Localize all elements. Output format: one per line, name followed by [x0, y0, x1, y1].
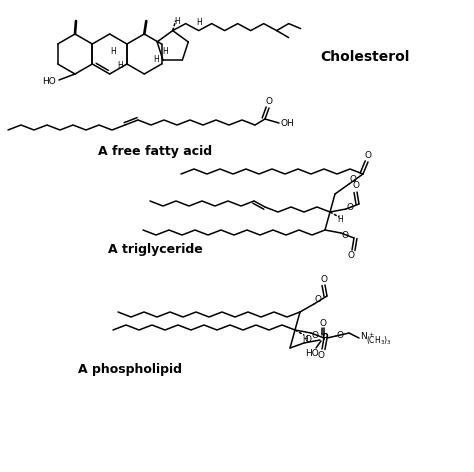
- Text: OH: OH: [280, 118, 294, 127]
- Text: Cholesterol: Cholesterol: [320, 50, 410, 64]
- Text: H: H: [174, 17, 180, 26]
- Text: O: O: [353, 182, 359, 191]
- Text: H: H: [337, 216, 343, 225]
- Text: O: O: [311, 331, 319, 340]
- Text: (CH$_3$)$_3$: (CH$_3$)$_3$: [366, 335, 392, 347]
- Text: A free fatty acid: A free fatty acid: [98, 145, 212, 159]
- Text: H: H: [196, 18, 201, 27]
- Text: O: O: [320, 275, 328, 284]
- Text: HO: HO: [42, 76, 56, 85]
- Text: O: O: [337, 330, 344, 339]
- Text: P: P: [321, 334, 328, 343]
- Text: N$^+$: N$^+$: [360, 330, 374, 342]
- Text: O: O: [365, 152, 372, 160]
- Text: O: O: [265, 98, 273, 107]
- Text: O: O: [346, 202, 354, 211]
- Text: HO: HO: [305, 349, 319, 359]
- Text: H: H: [302, 335, 308, 344]
- Text: O: O: [318, 351, 325, 360]
- Text: O: O: [319, 319, 327, 328]
- Text: O: O: [341, 231, 348, 241]
- Text: A phospholipid: A phospholipid: [78, 362, 182, 376]
- Text: H: H: [110, 47, 116, 56]
- Text: O: O: [347, 252, 355, 261]
- Text: O: O: [315, 295, 321, 304]
- Text: H: H: [162, 48, 167, 57]
- Text: H: H: [154, 54, 159, 64]
- Text: O: O: [304, 336, 311, 345]
- Text: H: H: [118, 61, 123, 70]
- Text: O: O: [349, 176, 356, 185]
- Text: A triglyceride: A triglyceride: [108, 244, 202, 256]
